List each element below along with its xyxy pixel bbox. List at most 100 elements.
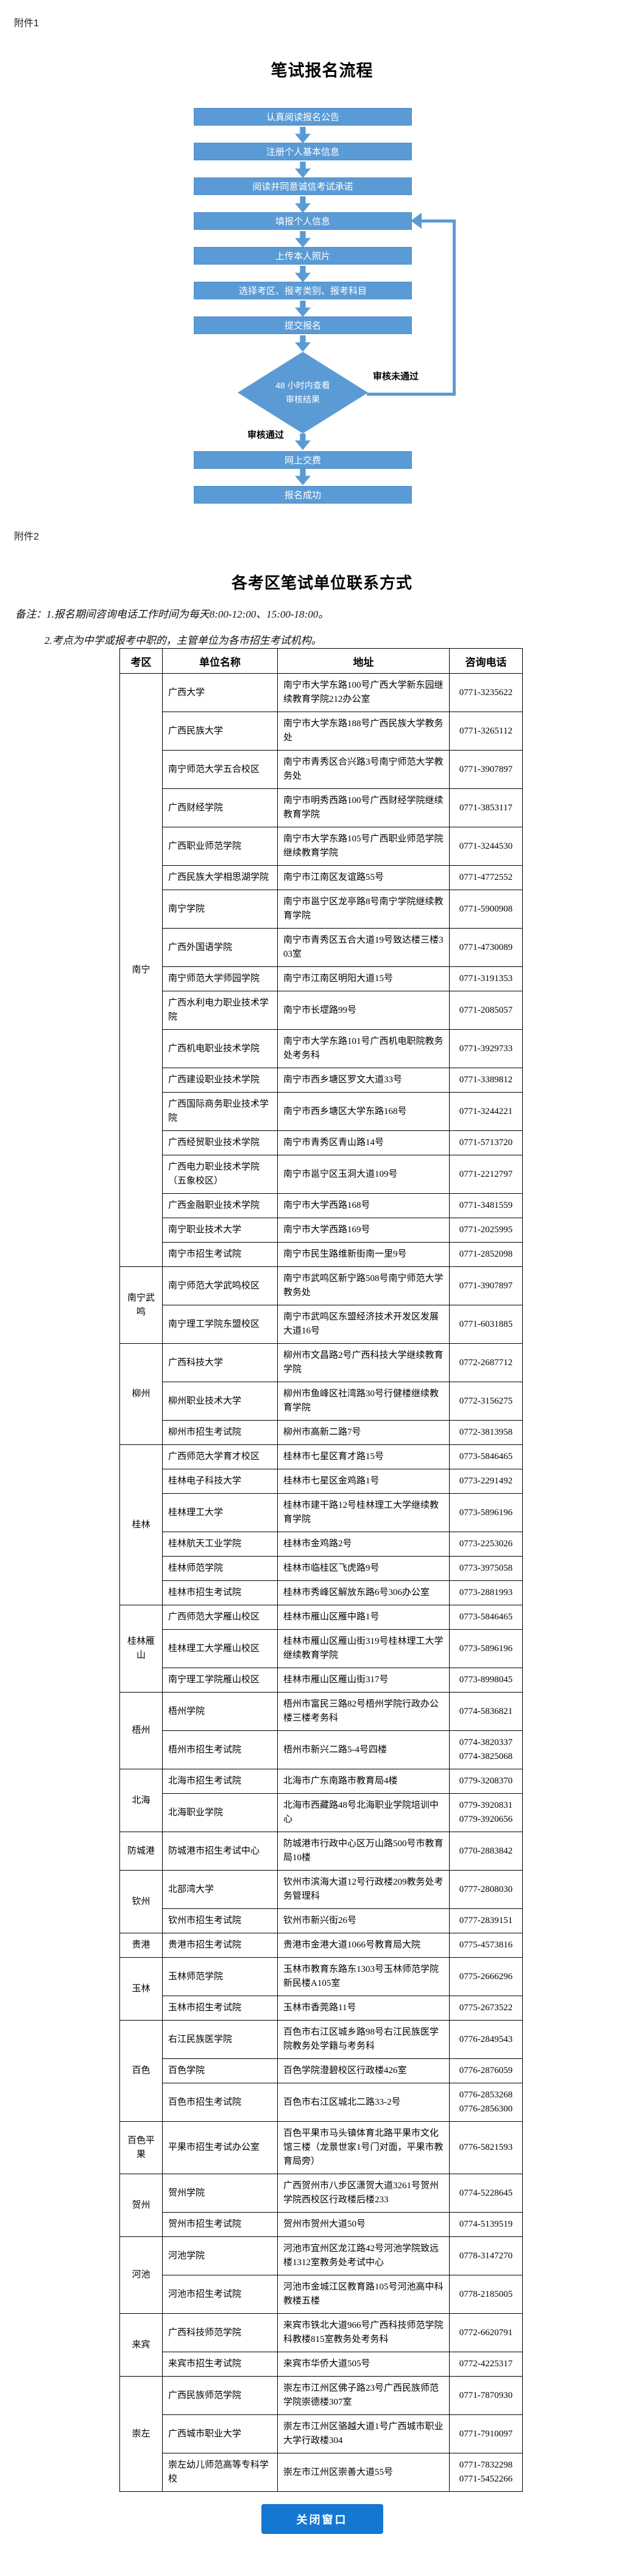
unit-name-cell: 南宁师范大学武鸣校区 <box>162 1266 278 1305</box>
table-row: 贺州 贺州学院 广西贺州市八步区潇贺大道3261号贺州学院西校区行政楼后楼233 07… <box>119 2174 523 2237</box>
exam-area-cell: 百色 <box>119 2020 163 2122</box>
table-row: 贺州市招生考试院 贺州市贺州大道50号 0774-5139519 <box>120 2212 523 2237</box>
exam-area-cell: 柳州 <box>119 1343 163 1445</box>
phone-cell: 0779-3208370 <box>449 1769 523 1794</box>
address-cell: 南宁市邕宁区龙亭路8号南宁学院继续教育学院 <box>277 890 450 929</box>
table-row: 河池 河池学院 河池市宜州区龙江路42号河池学院致远楼1312室教务处考试中心 077… <box>119 2236 523 2314</box>
table-row: 南宁学院 南宁市邕宁区龙亭路8号南宁学院继续教育学院 0771-5900908 <box>120 890 523 929</box>
address-cell: 百色平果市马头镇体育北路平果市文化馆三楼（龙景世家1号门对面，平果市教育局旁） <box>277 2121 450 2174</box>
unit-name-cell: 桂林理工大学雁山校区 <box>162 1629 278 1668</box>
unit-name-cell: 河池市招生考试院 <box>162 2275 278 2314</box>
table-row: 广西民族大学相思湖学院 南宁市江南区友谊路55号 0771-4772552 <box>120 865 523 890</box>
table-row: 梧州市招生考试院 梧州市新兴二路5-4号四楼 0774-3820337 0774-38… <box>120 1730 523 1769</box>
column-header: 咨询电话 <box>449 648 523 674</box>
table-row: 梧州 梧州学院 梧州市富民三路82号梧州学院行政办公楼三楼考务科 0774-58368… <box>119 1692 523 1769</box>
phone-cell: 0773-5846465 <box>449 1444 523 1469</box>
table-row: 桂林理工大学 桂林市建干路12号桂林理工大学继续教育学院 0773-5896196 <box>120 1493 523 1532</box>
unit-name-cell: 梧州学院 <box>162 1692 278 1731</box>
down-arrow-icon <box>295 433 311 450</box>
address-cell: 南宁市武鸣区东盟经济技术开发区发展大道16号 <box>277 1305 450 1344</box>
flow-step-upload-photo: 上传本人照片 <box>194 247 412 265</box>
address-cell: 南宁市大学东路101号广西机电职院教务处考务科 <box>277 1029 450 1068</box>
address-cell: 南宁市青秀区青山路14号 <box>277 1130 450 1155</box>
address-cell: 南宁市民生路维新街南一里9号 <box>277 1242 450 1267</box>
review-failed-label: 审核未通过 <box>373 371 419 382</box>
phone-cell: 0773-8998045 <box>449 1668 523 1693</box>
table-row: 广西水利电力职业技术学院 南宁市长堽路99号 0771-2085057 <box>120 991 523 1030</box>
unit-name-cell: 南宁学院 <box>162 890 278 929</box>
phone-cell: 0775-4573816 <box>449 1933 523 1958</box>
address-cell: 桂林市七星区金鸡路1号 <box>277 1469 450 1494</box>
address-cell: 钦州市新兴街26号 <box>277 1908 450 1933</box>
unit-name-cell: 南宁理工学院东盟校区 <box>162 1305 278 1344</box>
table-row: 百色市招生考试院 百色市右江区城北二路33-2号 0776-2853268 0776-… <box>120 2083 523 2122</box>
unit-name-cell: 广西科技师范学院 <box>162 2313 278 2352</box>
left-arrowhead-icon <box>411 213 422 229</box>
exam-area-cell: 钦州 <box>119 1870 163 1933</box>
unit-name-cell: 来宾市招生考试院 <box>162 2352 278 2377</box>
contact-table-body: 南宁 广西大学 南宁市大学东路100号广西大学新东园继续教育学院212办公室 0771… <box>119 673 523 2492</box>
exam-area-cell: 防城港 <box>119 1832 163 1871</box>
phone-cell: 0776-5821593 <box>449 2121 523 2174</box>
unit-name-cell: 百色市招生考试院 <box>162 2083 278 2122</box>
attachment2-label: 附件2 <box>14 532 39 542</box>
phone-cell: 0771-3929733 <box>449 1029 523 1068</box>
unit-name-cell: 广西师范大学育才校区 <box>162 1444 278 1469</box>
table-row: 贵港 贵港市招生考试院 贵港市金港大道1066号教育局大院 0775-4573816 <box>119 1933 523 1958</box>
table-header-row: 考区 单位名称 地址 咨询电话 <box>119 648 523 674</box>
unit-name-cell: 右江民族医学院 <box>162 2020 278 2059</box>
address-cell: 贺州市贺州大道50号 <box>277 2212 450 2237</box>
note-line-2: 2.考点为中学或报考中职的，主管单位为各市招生考试机构。 <box>44 635 322 646</box>
address-cell: 桂林市建干路12号桂林理工大学继续教育学院 <box>277 1493 450 1532</box>
flow-decision-review: 48 小时内查看 审核结果 <box>238 352 368 433</box>
table-row: 钦州市招生考试院 钦州市新兴街26号 0777-2839151 <box>120 1908 523 1933</box>
down-arrow-icon <box>295 301 311 317</box>
phone-cell: 0772-6620791 <box>449 2313 523 2352</box>
address-cell: 广西贺州市八步区潇贺大道3261号贺州学院西校区行政楼后楼233 <box>277 2174 450 2213</box>
flowchart-title: 笔试报名流程 <box>271 62 373 80</box>
phone-cell: 0778-2185005 <box>449 2275 523 2314</box>
table-row: 百色 右江民族医学院 百色市右江区城乡路98号右江民族医学院教务处学籍与考务科 077… <box>119 2020 523 2122</box>
exam-area-cell: 贺州 <box>119 2174 163 2237</box>
close-window-button[interactable]: 关闭窗口 <box>261 2504 383 2534</box>
address-cell: 来宾市华侨大道505号 <box>277 2352 450 2377</box>
unit-name-cell: 广西城市职业大学 <box>162 2414 278 2453</box>
address-cell: 玉林市教育东路东1303号玉林师范学院新民楼A105室 <box>277 1957 450 1996</box>
phone-cell: 0777-2808030 <box>449 1870 523 1909</box>
phone-cell: 0773-2881993 <box>449 1580 523 1605</box>
phone-cell: 0771-7832298 0771-5452266 <box>449 2453 523 2492</box>
unit-name-cell: 桂林电子科技大学 <box>162 1469 278 1494</box>
contact-section-title: 各考区笔试单位联系方式 <box>231 574 412 592</box>
address-cell: 南宁市青秀区合兴路3号南宁师范大学教务处 <box>277 750 450 789</box>
exam-area-cell: 来宾 <box>119 2313 163 2377</box>
phone-cell: 0776-2853268 0776-2856300 <box>449 2083 523 2122</box>
unit-name-cell: 广西电力职业技术学院（五象校区） <box>162 1155 278 1194</box>
unit-name-cell: 广西水利电力职业技术学院 <box>162 991 278 1030</box>
table-row: 南宁理工学院雁山校区 桂林市雁山区雁山街317号 0773-8998045 <box>120 1668 523 1693</box>
unit-name-cell: 平果市招生考试办公室 <box>162 2121 278 2174</box>
phone-cell: 0774-3820337 0774-3825068 <box>449 1730 523 1769</box>
address-cell: 柳州市鱼峰区社湾路30号行健楼继续教育学院 <box>277 1382 450 1421</box>
down-arrow-icon <box>295 127 311 143</box>
unit-name-cell: 河池学院 <box>162 2236 278 2275</box>
table-row: 广西城市职业大学 崇左市江州区骆越大道1号广西城市职业大学行政楼304 0771-7… <box>120 2414 523 2453</box>
down-arrow-icon <box>295 266 311 282</box>
table-row: 南宁 广西大学 南宁市大学东路100号广西大学新东园继续教育学院212办公室 0771… <box>119 673 523 1267</box>
unit-name-cell: 南宁市招生考试院 <box>162 1242 278 1267</box>
unit-name-cell: 钦州市招生考试院 <box>162 1908 278 1933</box>
down-arrow-icon <box>295 231 311 248</box>
unit-name-cell: 贺州学院 <box>162 2174 278 2213</box>
phone-cell: 0771-3244530 <box>449 827 523 866</box>
table-row: 广西国际商务职业技术学院 南宁市西乡塘区大学东路168号 0771-3244221 <box>120 1092 523 1131</box>
unit-name-cell: 柳州市招生考试院 <box>162 1420 278 1445</box>
phone-cell: 0772-4225317 <box>449 2352 523 2377</box>
phone-cell: 0771-3853117 <box>449 788 523 827</box>
flow-step-submit: 提交报名 <box>194 316 412 334</box>
unit-name-cell: 梧州市招生考试院 <box>162 1730 278 1769</box>
table-row: 来宾市招生考试院 来宾市华侨大道505号 0772-4225317 <box>120 2352 523 2377</box>
phone-cell: 0772-3156275 <box>449 1382 523 1421</box>
unit-name-cell: 南宁师范大学五合校区 <box>162 750 278 789</box>
address-cell: 百色学院澄碧校区行政楼426室 <box>277 2058 450 2083</box>
table-row: 玉林市招生考试院 玉林市香莞路11号 0775-2673522 <box>120 1996 523 2021</box>
table-row: 钦州 北部湾大学 钦州市滨海大道12号行政楼209教务处考务管理科 0777-2808… <box>119 1870 523 1933</box>
